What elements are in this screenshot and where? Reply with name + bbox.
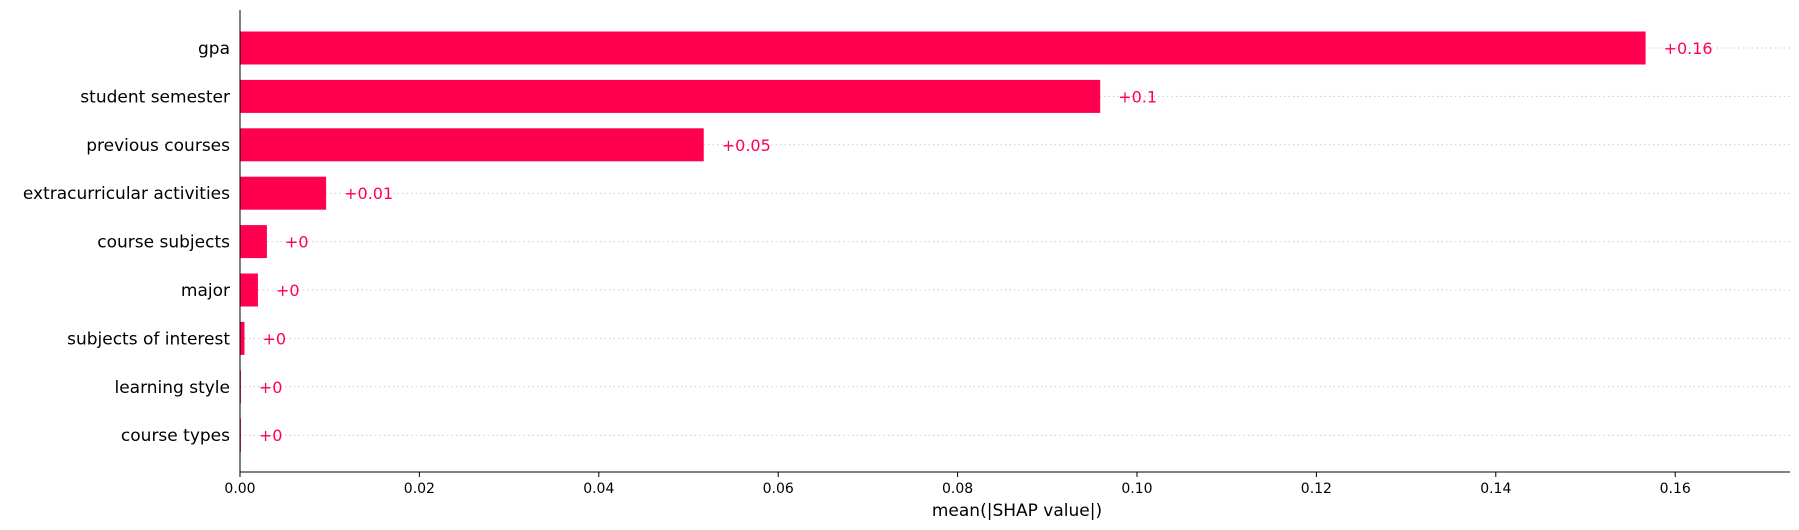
x-tick-label: 0.00 bbox=[224, 481, 255, 497]
x-tick-label: 0.04 bbox=[583, 481, 614, 497]
category-label: major bbox=[181, 281, 230, 301]
x-tick-label: 0.06 bbox=[763, 481, 794, 497]
x-tick-label: 0.08 bbox=[942, 481, 973, 497]
category-label: learning style bbox=[114, 378, 230, 398]
x-ticks: 0.00 0.02 0.04 0.06 0.08 0.10 0.12 0.14 0.16 bbox=[224, 472, 1691, 497]
bar bbox=[240, 31, 1646, 65]
category-label: gpa bbox=[198, 39, 230, 59]
data-labels: +0.16 +0.1 +0.05 +0.01 +0 +0 +0 +0 +0 bbox=[259, 39, 1713, 445]
x-tick-label: 0.10 bbox=[1121, 481, 1152, 497]
category-label: previous courses bbox=[86, 136, 230, 156]
bar bbox=[240, 176, 327, 210]
axes bbox=[239, 10, 1790, 473]
category-label: course subjects bbox=[97, 233, 230, 253]
data-label: +0 bbox=[285, 233, 309, 252]
bar bbox=[240, 321, 245, 355]
x-tick-label: 0.12 bbox=[1301, 481, 1332, 497]
data-label: +0.1 bbox=[1118, 87, 1157, 106]
category-labels: gpa student semester previous courses extra… bbox=[23, 39, 230, 446]
x-tick-label: 0.14 bbox=[1480, 481, 1511, 497]
bar bbox=[240, 79, 1101, 113]
bar bbox=[240, 128, 704, 162]
data-label: +0.01 bbox=[344, 184, 393, 203]
category-label: subjects of interest bbox=[67, 329, 230, 349]
category-label: extracurricular activities bbox=[23, 184, 230, 204]
x-axis-title: mean(|SHAP value|) bbox=[932, 501, 1102, 521]
category-label: course types bbox=[121, 426, 230, 446]
data-label: +0 bbox=[276, 281, 300, 300]
bars bbox=[240, 31, 1646, 452]
bar bbox=[240, 273, 258, 307]
category-label: student semester bbox=[80, 87, 230, 107]
data-label: +0.16 bbox=[1664, 39, 1713, 58]
data-label: +0 bbox=[259, 426, 283, 445]
bar bbox=[240, 225, 267, 259]
x-tick-label: 0.16 bbox=[1660, 481, 1691, 497]
x-tick-label: 0.02 bbox=[404, 481, 435, 497]
data-label: +0 bbox=[259, 378, 283, 397]
data-label: +0 bbox=[262, 329, 286, 348]
data-label: +0.05 bbox=[722, 136, 771, 155]
